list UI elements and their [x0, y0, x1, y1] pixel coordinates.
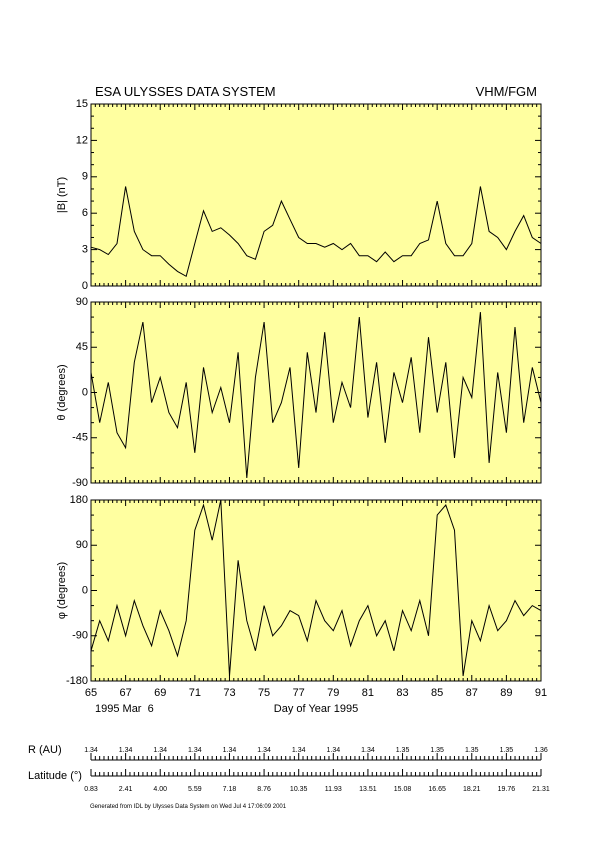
ephemeris-value: 7.18: [223, 786, 237, 793]
x-axis-label: Day of Year 1995: [274, 703, 358, 715]
y-axis-label: φ (degrees): [56, 562, 68, 619]
ephemeris-value: 1.35: [430, 747, 444, 754]
y-tick-label: 45: [76, 341, 88, 353]
ephemeris-value: 1.34: [188, 747, 202, 754]
y-tick-label: -180: [66, 675, 88, 687]
ephemeris-value: 1.34: [292, 747, 306, 754]
y-tick-label: 0: [82, 584, 88, 596]
ephemeris-value: 10.35: [290, 786, 308, 793]
x-tick-label: 79: [327, 687, 339, 699]
plot-background: [91, 500, 541, 681]
y-tick-label: 0: [82, 280, 88, 292]
plot-background: [91, 302, 541, 483]
x-tick-label: 85: [431, 687, 443, 699]
ephemeris-value: 4.00: [153, 786, 167, 793]
x-tick-label: 89: [500, 687, 512, 699]
y-tick-label: -90: [72, 630, 88, 642]
x-tick-label: 71: [189, 687, 201, 699]
y-tick-label: 12: [76, 134, 88, 146]
y-tick-label: 90: [76, 296, 88, 308]
y-tick-label: -90: [72, 477, 88, 489]
footer: Generated from IDL by Ulysses Data Syste…: [90, 804, 287, 810]
x-tick-label: 65: [85, 687, 97, 699]
ephemeris-value: 16.65: [428, 786, 446, 793]
y-tick-label: 9: [82, 171, 88, 183]
y-axis-label: |B| (nT): [56, 177, 68, 213]
x-tick-label: 69: [154, 687, 166, 699]
ephemeris-value: 5.59: [188, 786, 202, 793]
x-tick-label: 87: [466, 687, 478, 699]
ephemeris-value: 1.34: [153, 747, 167, 754]
header-instrument: VHM/FGM: [476, 84, 537, 99]
ephemeris-value: 15.08: [394, 786, 412, 793]
ephemeris-value: 0.83: [84, 786, 98, 793]
ephemeris-value: 18.21: [463, 786, 481, 793]
plot-background: [91, 104, 541, 286]
x-tick-label: 73: [223, 687, 235, 699]
x-tick-label: 67: [119, 687, 131, 699]
y-tick-label: 180: [70, 494, 88, 506]
y-tick-label: 6: [82, 207, 88, 219]
start-date: 1995 Mar 6: [95, 703, 154, 715]
data-line: [90, 312, 542, 479]
ephemeris-value: 2.41: [119, 786, 133, 793]
ephemeris-value: 1.34: [119, 747, 133, 754]
plot-frame: [90, 499, 542, 682]
y-tick-label: 0: [82, 386, 88, 398]
ephemeris-value: 1.34: [223, 747, 237, 754]
ephemeris-label: R (AU): [28, 744, 62, 756]
x-tick-label: 83: [396, 687, 408, 699]
ephemeris-value: 21.31: [532, 786, 550, 793]
data-line: [90, 186, 542, 278]
ephemeris-label: Latitude (°): [28, 770, 82, 782]
x-tick-label: 81: [362, 687, 374, 699]
y-tick-label: 90: [76, 539, 88, 551]
ephemeris-value: 1.36: [534, 747, 548, 754]
ephemeris-value: 1.35: [396, 747, 410, 754]
x-tick-label: 91: [535, 687, 547, 699]
y-axis-label: θ (degrees): [56, 364, 68, 420]
ephemeris-value: 11.93: [325, 786, 342, 793]
y-tick-label: 15: [76, 98, 88, 110]
plot-frame: [90, 103, 542, 287]
header-title: ESA ULYSSES DATA SYSTEM: [95, 84, 276, 99]
x-tick-label: 75: [258, 687, 270, 699]
ephemeris-value: 1.35: [500, 747, 514, 754]
data-line: [90, 499, 542, 677]
y-tick-label: 3: [82, 244, 88, 256]
ephemeris-value: 1.34: [326, 747, 340, 754]
plot-frame: [90, 301, 542, 484]
ephemeris-value: 1.34: [84, 747, 98, 754]
ephemeris-value: 8.76: [257, 786, 271, 793]
ephemeris-value: 1.35: [465, 747, 479, 754]
ephemeris-value: 1.34: [257, 747, 271, 754]
x-tick-label: 77: [293, 687, 305, 699]
ephemeris-value: 13.51: [359, 786, 377, 793]
y-tick-label: -45: [72, 432, 88, 444]
ephemeris-value: 19.76: [498, 786, 516, 793]
ephemeris-value: 1.34: [361, 747, 375, 754]
